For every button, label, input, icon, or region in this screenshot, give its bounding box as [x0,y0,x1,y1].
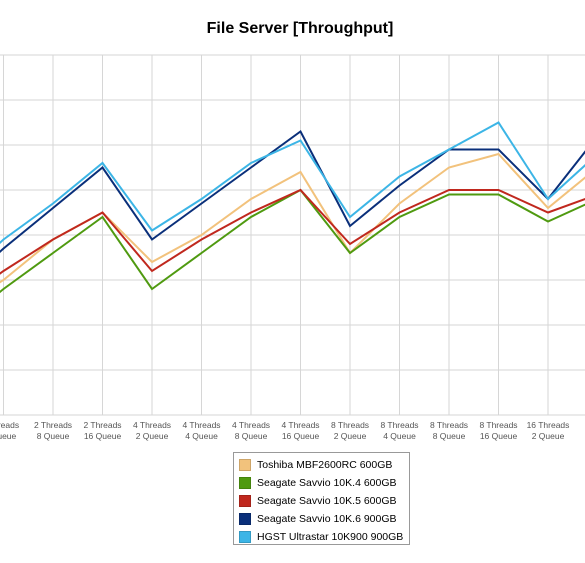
legend-swatch [239,459,251,471]
x-tick-label: 8 Threads [380,420,418,430]
x-tick-label: 16 Queue [84,431,122,441]
legend-swatch [239,477,251,489]
x-tick-label: 2 Queue [532,431,565,441]
series-line-2 [0,188,585,294]
series-line-5 [0,121,585,245]
chart-title: File Server [Throughput] [206,20,394,37]
legend-label: Seagate Savvio 10K.4 600GB [257,477,397,489]
x-tick-label: 2 Queue [334,431,367,441]
series-line-3 [0,188,585,275]
x-tick-label: 8 Queue [433,431,466,441]
legend-label: Seagate Savvio 10K.6 900GB [257,513,397,525]
x-tick-label: 8 Queue [37,431,70,441]
x-tick-label: 2 Threads [34,420,72,430]
x-tick-label: Threads [0,420,19,430]
legend-label: HGST Ultrastar 10K900 900GB [257,531,404,543]
x-tick-label: 4 Threads [133,420,171,430]
legend-item: Seagate Savvio 10K.6 900GB [239,510,404,528]
series-line-4 [0,130,585,254]
x-tick-label: 4 Threads [182,420,220,430]
x-tick-label: 16 Threads [527,420,570,430]
x-tick-label: 16 Queue [480,431,518,441]
x-tick-label: 4 Threads [232,420,270,430]
legend-item: HGST Ultrastar 10K900 900GB [239,528,404,546]
x-tick-label: 2 Threads [83,420,121,430]
x-tick-label: Queue [0,431,17,441]
legend-item: Toshiba MBF2600RC 600GB [239,456,404,474]
legend-item: Seagate Savvio 10K.4 600GB [239,474,404,492]
series-line-1 [0,152,585,284]
x-tick-label: 8 Queue [235,431,268,441]
legend-item: Seagate Savvio 10K.5 600GB [239,492,404,510]
legend-label: Toshiba MBF2600RC 600GB [257,459,393,471]
legend-swatch [239,495,251,507]
x-tick-label: 8 Threads [479,420,517,430]
x-tick-label: 4 Queue [383,431,416,441]
legend-swatch [239,513,251,525]
x-tick-label: 8 Threads [430,420,468,430]
x-tick-label: 4 Threads [281,420,319,430]
legend-swatch [239,531,251,543]
chart-legend: Toshiba MBF2600RC 600GB Seagate Savvio 1… [233,452,410,545]
legend-label: Seagate Savvio 10K.5 600GB [257,495,397,507]
x-tick-label: 16 Queue [282,431,320,441]
x-tick-label: 8 Threads [331,420,369,430]
x-tick-label: 4 Queue [185,431,218,441]
x-tick-label: 2 Queue [136,431,169,441]
